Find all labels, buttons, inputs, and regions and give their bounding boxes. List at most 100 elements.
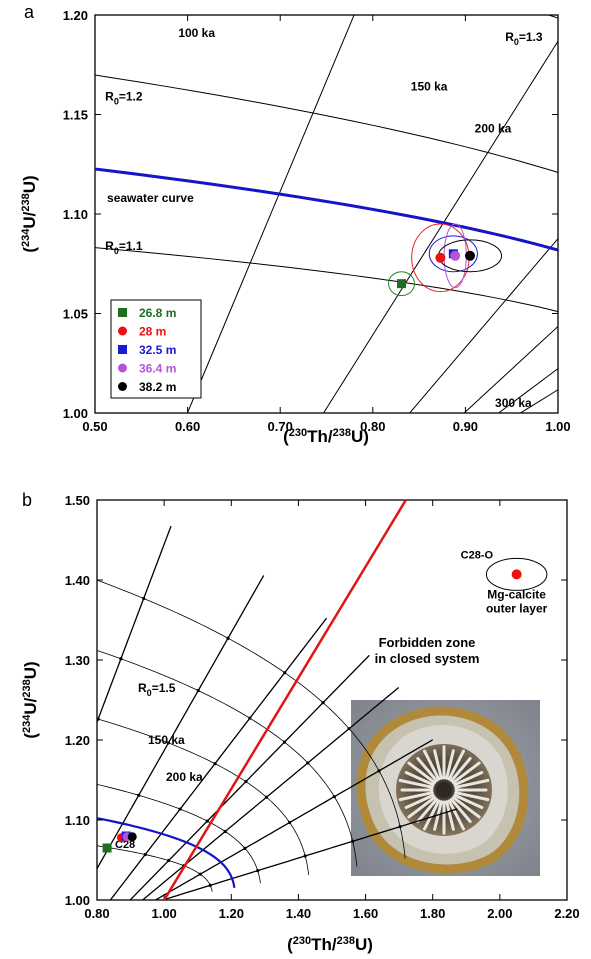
label-r0-1-2: R0=1.2 [105,90,143,107]
outlier-point [511,569,522,580]
x-tick-label: 1.60 [353,906,378,921]
y-tick-label: 1.30 [65,653,90,668]
coral-septum [451,795,481,819]
panel-b-curve-labels: R0=1.5 150 ka 200 ka C28 [115,681,203,851]
coral-septum [398,778,434,789]
label-r0-1-5-r: R [138,681,147,695]
point-4 [465,250,476,261]
label-seawater-curve: seawater curve [107,191,194,205]
label-r0-1-5: R0=1.5 [138,681,176,698]
panel-a-ticks: 0.50 0.60 0.70 0.80 0.90 1.00 1.00 1.05 1.10 1.15… [63,8,571,434]
error-ellipse-0 [388,271,415,297]
grid-node [51,838,54,841]
x-tick-label: 1.00 [151,906,176,921]
coral-septum [407,795,437,819]
coral-septum [422,799,441,831]
label-100ka: 100 ka [178,26,215,40]
coral-septum [422,749,441,781]
label-150ka-b: 150 ka [148,733,185,747]
coral-septum [398,791,434,802]
y-tick-label: 1.40 [65,573,90,588]
x-tick-label: 0.60 [175,419,200,434]
y-tick-label: 1.15 [63,108,88,123]
coral-septum [445,800,455,831]
label-r0-1-2-val: =1.2 [119,90,143,104]
forbidden-zone-label-line1: Forbidden zone [379,635,476,650]
coral-septum [433,749,443,780]
outlier-error-ellipse [485,557,548,591]
label-r0-1-1-val: =1.1 [119,239,143,253]
legend-label-4: 38.2 m [139,380,176,394]
label-r0-1-1-sub: 0 [114,246,119,256]
panel-b-ticks: 0.80 1.00 1.20 1.40 1.60 1.80 2.00 2.201.001.10… [65,493,580,921]
x-tick-label: 0.80 [84,906,109,921]
y-tick-label: 1.00 [65,893,90,908]
coral-septum [445,749,455,780]
coral-septum [453,771,484,787]
isochron-600ka [162,808,458,900]
label-c28: C28 [115,839,135,851]
label-200ka-b: 200 ka [166,770,203,784]
coral-septum [404,771,435,787]
coral-septum [454,791,490,802]
legend-marker-0 [118,308,127,317]
x-tick-label: 1.00 [545,419,570,434]
isochron-200ka [409,237,558,413]
label-300ka: 300 ka [495,396,532,410]
coral-septum [447,749,466,781]
label-200ka: 200 ka [475,121,512,135]
panel-a-points [397,249,476,289]
legend-label-0: 26.8 m [139,306,176,320]
r0-curve-1.5 [97,579,406,859]
legend-label-3: 36.4 m [139,362,176,376]
x-tick-label: 0.70 [268,419,293,434]
label-r0-1-3: R0=1.3 [505,30,543,47]
label-150ka: 150 ka [411,80,448,94]
coral-septum [416,756,439,783]
panel-a-y-axis-label: (234U/238U) [20,175,39,252]
label-r0-1-1-r: R [105,239,114,253]
x-tick-label: 1.40 [286,906,311,921]
panel-b-letter: b [22,490,32,510]
outlier-caption-1: Mg-calcite [487,587,546,601]
label-r0-1-5-val: =1.5 [152,681,176,695]
coral-septum [454,778,490,789]
panel-a-legend: 26.8 m 28 m 32.5 m 36.4 m 38.2 m [110,299,202,399]
legend-marker-3 [118,363,127,373]
point-3 [450,250,461,261]
r0-curve-1.2 [95,74,558,173]
coral-septum [449,797,472,824]
x-tick-label: 0.50 [82,419,107,434]
x-tick-label: 1.20 [219,906,244,921]
y-tick-label: 1.10 [63,207,88,222]
panel-a-grid [95,15,558,413]
coral-photo [351,700,540,876]
point-b-0 [102,843,112,853]
y-tick-label: 1.05 [63,307,88,322]
forbidden-zone-label-line2: in closed system [375,651,480,666]
isochron-100ka [186,15,355,413]
point-1 [435,252,446,263]
outlier-label: C28-O [461,549,494,561]
y-tick-label: 1.50 [65,493,90,508]
panel-a-x-axis-label: (230Th/238U) [283,427,369,446]
panel-a: a 0.50 0.60 0.70 0.80 0.90 1.00 1.00 1.05 1.10 1.… [20,2,571,446]
point-b-4 [127,832,137,842]
y-tick-label: 1.10 [65,813,90,828]
isochron-100ka [97,525,172,724]
y-tick-label: 1.00 [63,406,88,421]
isochron-250ka [129,654,370,900]
coral-septum [404,793,435,809]
panel-b-x-axis-label: (230Th/238U) [287,935,373,954]
coral-septum [453,793,484,809]
label-r0-1-2-r: R [105,90,114,104]
outlier-caption-2: outer layer [486,601,548,615]
label-r0-1-5-sub: 0 [147,688,152,698]
seawater-curve-line-b [97,817,236,888]
isochron-250ka [463,325,558,413]
label-r0-1-3-val: =1.3 [519,30,543,44]
coral-septum [416,797,439,824]
